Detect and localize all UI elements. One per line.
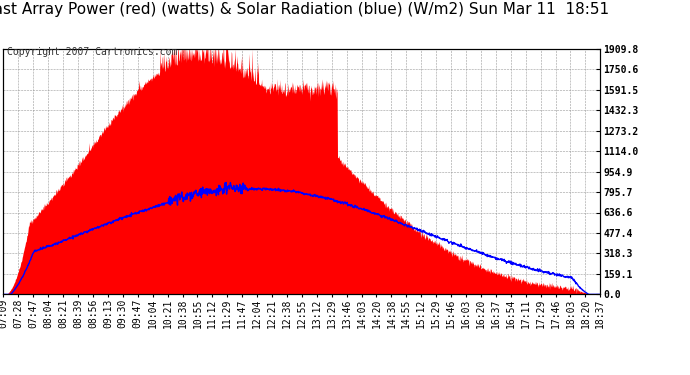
Text: East Array Power (red) (watts) & Solar Radiation (blue) (W/m2) Sun Mar 11  18:51: East Array Power (red) (watts) & Solar R…	[0, 2, 609, 17]
Text: Copyright 2007 Cartronics.com: Copyright 2007 Cartronics.com	[7, 47, 177, 57]
